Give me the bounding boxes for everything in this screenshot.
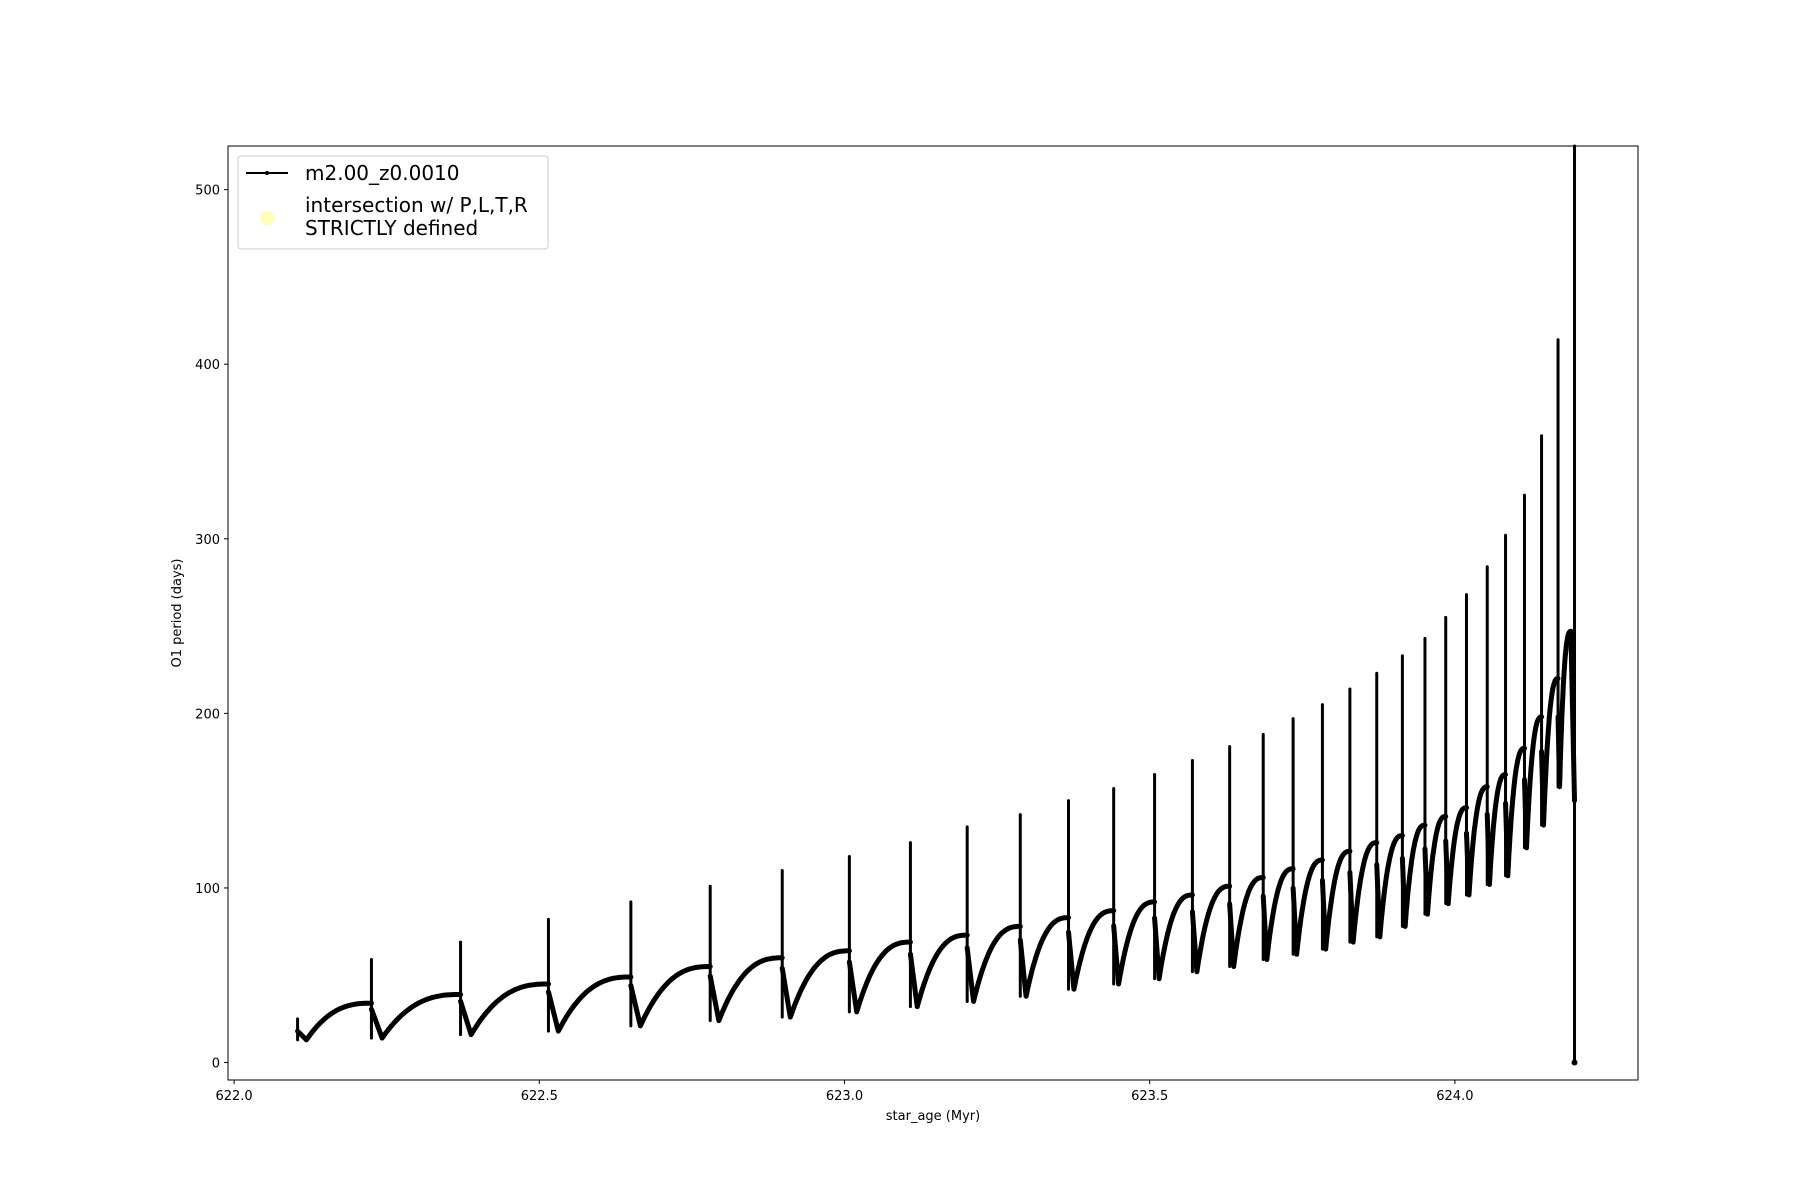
curve-segment-18: [1319, 848, 1353, 952]
curve-segment-19: [1347, 840, 1380, 945]
curve-segment-14: [1189, 883, 1233, 975]
curve-segment-3: [545, 974, 634, 1034]
curve-segment-21: [1399, 822, 1428, 929]
curve-segment-23: [1443, 805, 1469, 907]
curve-segment-2: [458, 981, 551, 1038]
legend-box: [237, 155, 549, 250]
y-tick-label: 200: [195, 707, 220, 722]
curve-segment-22: [1422, 813, 1449, 917]
curve-segment-9: [964, 923, 1023, 1004]
curve-segment-6: [779, 948, 852, 1020]
curve-segment-24: [1463, 784, 1490, 898]
curve-segment-16: [1260, 866, 1296, 963]
x-tick-label: 624.0: [1436, 1089, 1473, 1104]
curve-segment-28: [1539, 676, 1561, 828]
plot-background: [228, 146, 1638, 1080]
legend-intersection-marker: [260, 211, 274, 225]
curve-segment-26: [1503, 745, 1527, 879]
curve-segment-1: [368, 992, 464, 1041]
curve-segment-12: [1111, 899, 1158, 987]
y-axis-label: O1 period (days): [170, 558, 185, 667]
x-tick-label: 622.5: [521, 1089, 558, 1104]
legend-label-series: m2.00_z0.0010: [305, 161, 460, 185]
series-layer: [295, 144, 1578, 1066]
legend: m2.00_z0.0010 intersection w/ P,L,T,R ST…: [237, 155, 549, 250]
final-point: [1571, 1059, 1578, 1066]
curve-segment-5: [707, 955, 785, 1024]
x-axis-label: star_age (Myr): [886, 1109, 980, 1124]
curve-segment-27: [1521, 714, 1545, 851]
y-tick-label: 400: [195, 358, 220, 373]
x-tick-label: 623.0: [826, 1089, 863, 1104]
curve-segment-15: [1227, 875, 1266, 970]
curve-segment-13: [1152, 892, 1195, 982]
x-tick-label: 622.0: [215, 1089, 252, 1104]
y-tick-label: 300: [195, 533, 220, 548]
curve-segment-0: [295, 1000, 374, 1043]
y-axis: 0 100 200 300 400 500: [195, 184, 228, 1072]
curve-segment-25: [1484, 772, 1508, 887]
curve-segment-8: [907, 932, 970, 1010]
x-tick-label: 623.5: [1131, 1089, 1168, 1104]
y-tick-label: 0: [212, 1057, 220, 1072]
curve-segment-10: [1017, 915, 1071, 999]
legend-dot-marker: [265, 171, 269, 175]
curve-segment-4: [628, 964, 713, 1029]
legend-label-intersection-line1: intersection w/ P,L,T,R: [305, 193, 528, 217]
x-axis: 622.0 622.5 623.0 623.5 624.0: [215, 1080, 1473, 1104]
plot-frame: [227, 145, 1639, 1081]
y-tick-label: 100: [195, 882, 220, 897]
y-tick-label: 500: [195, 184, 220, 199]
legend-label-intersection-line2: STRICTLY defined: [305, 216, 478, 240]
curve-segment-11: [1066, 908, 1117, 992]
curve-segment-7: [846, 939, 913, 1015]
curve-segment-20: [1374, 833, 1405, 940]
curve-segment-17: [1290, 857, 1325, 957]
